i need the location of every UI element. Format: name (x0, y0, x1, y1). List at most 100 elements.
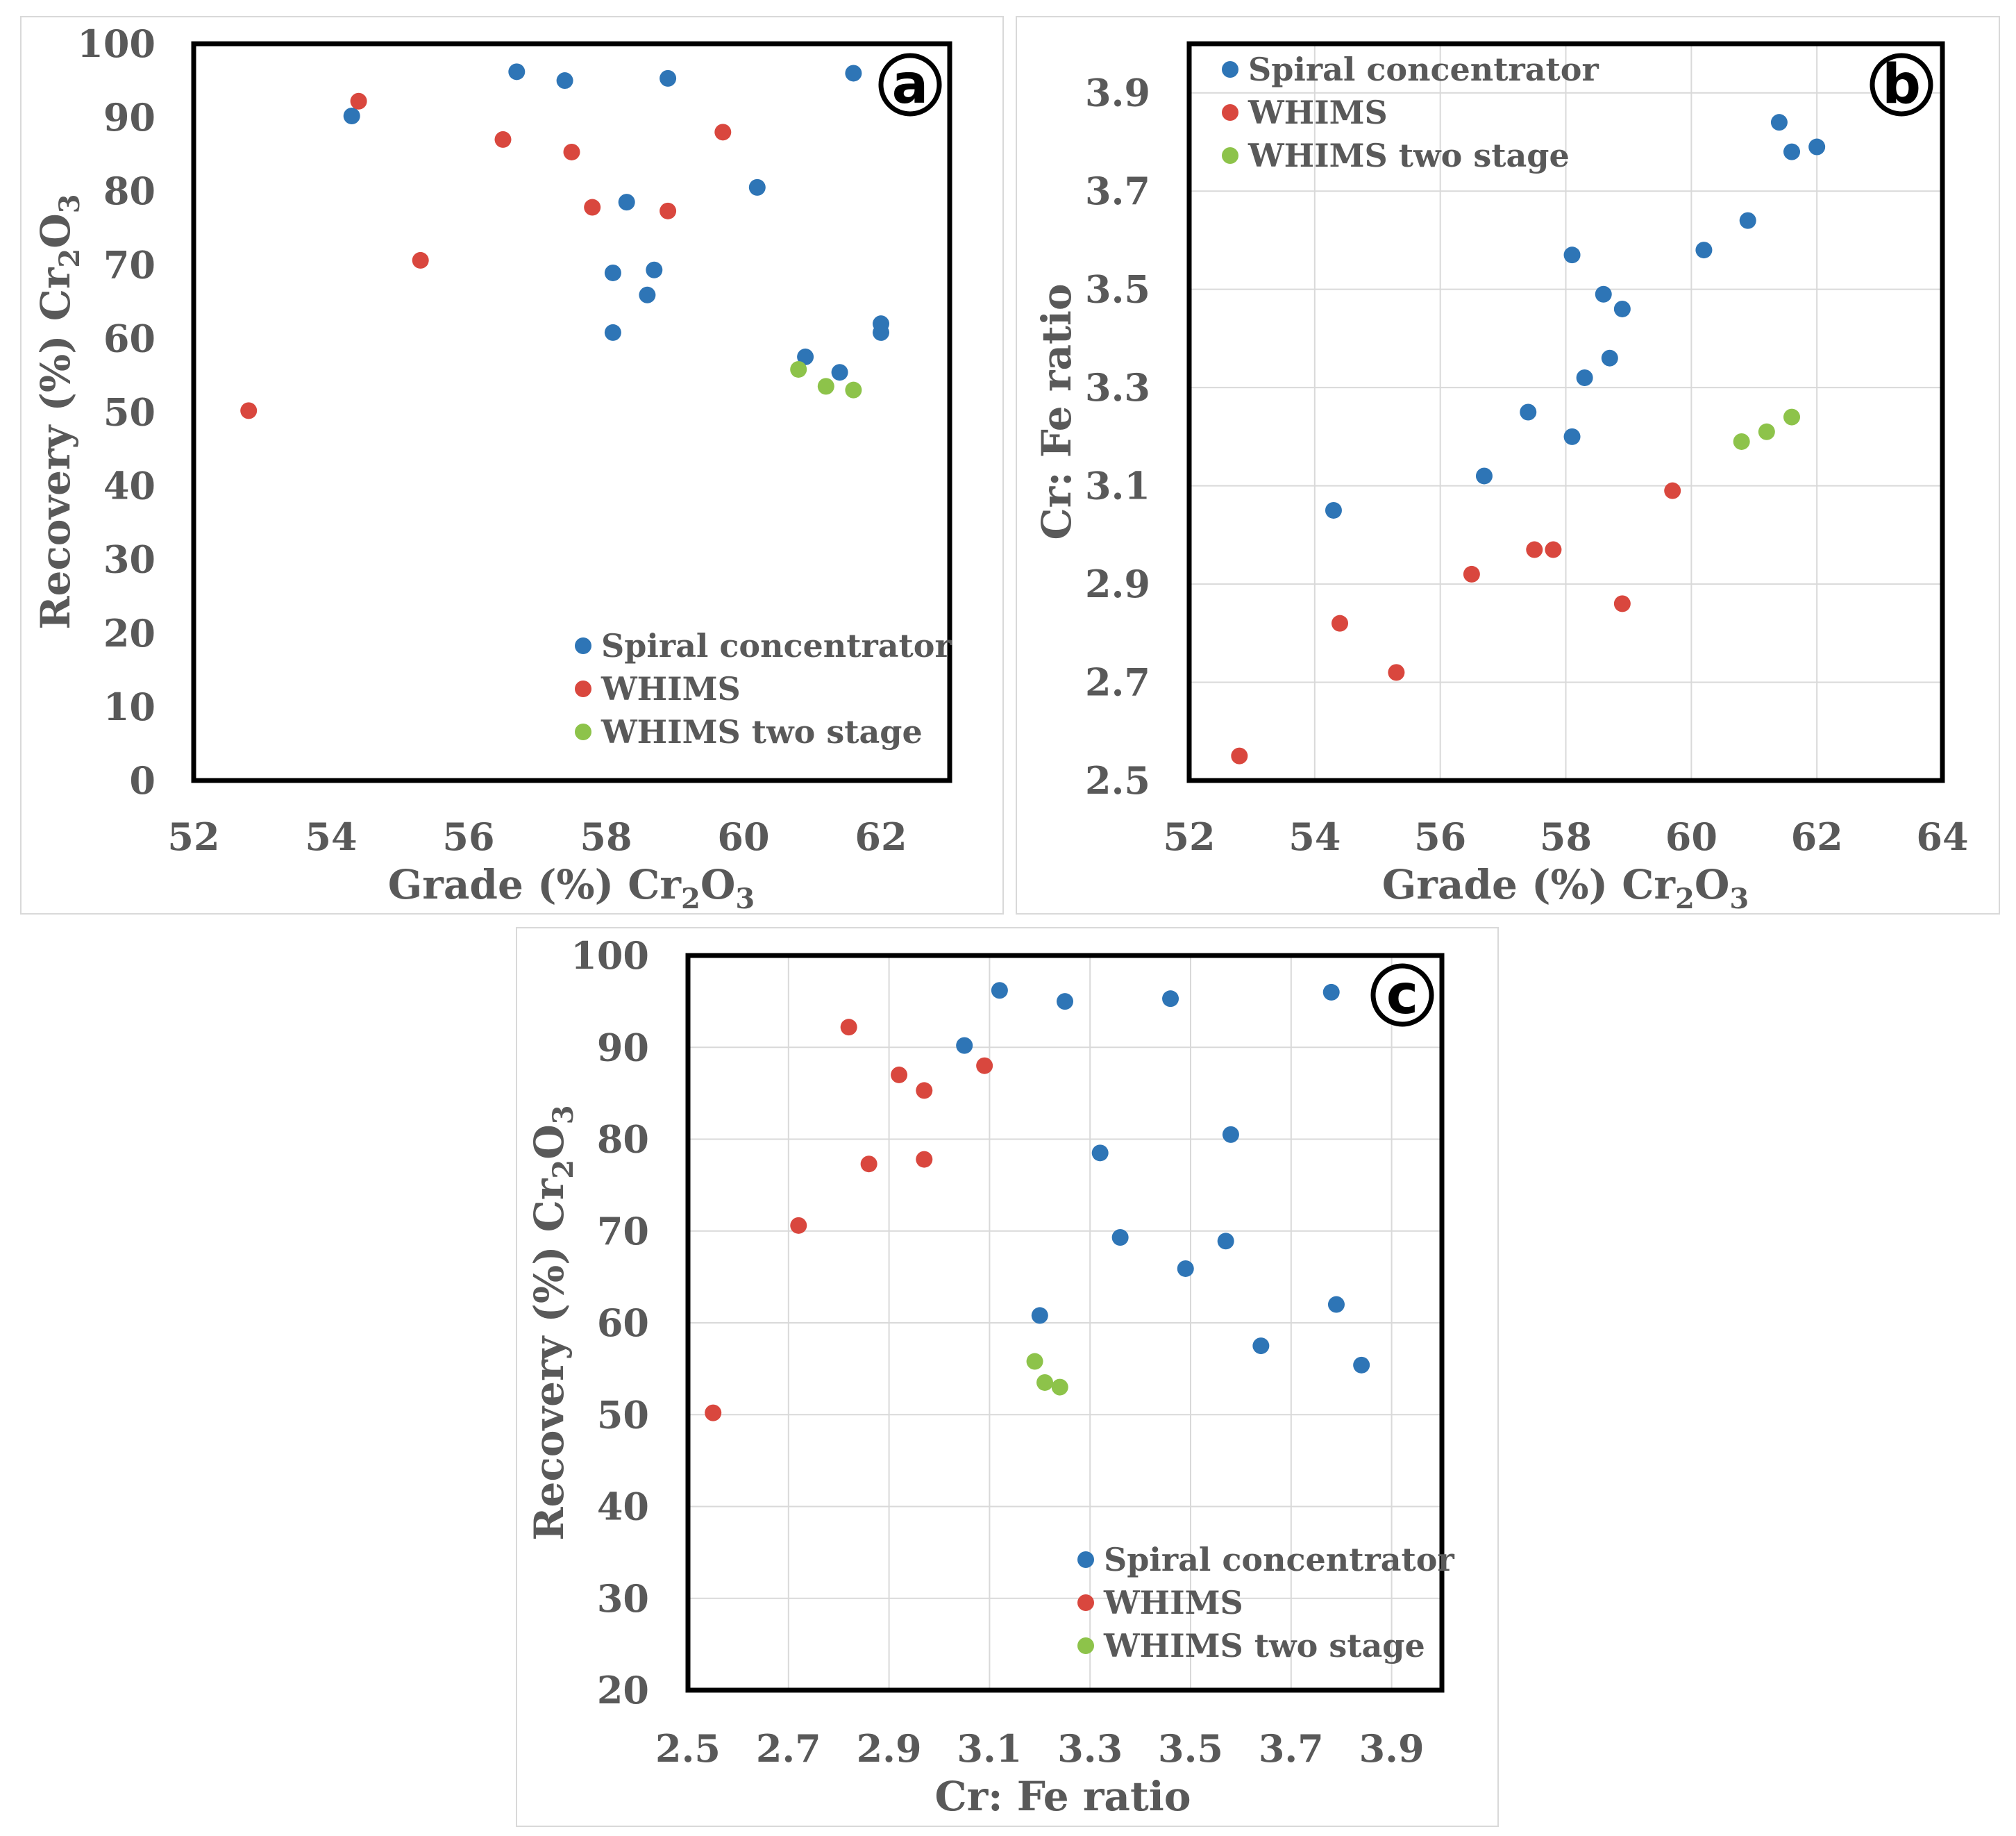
data-point-whims (1545, 541, 1562, 558)
panel-c-legend: Spiral concentrator WHIMS WHIMS two stage (1077, 1541, 1454, 1664)
data-point-spiral (1057, 993, 1073, 1010)
y-tick-label: 3.7 (1085, 169, 1150, 213)
panel-b-grid (1189, 44, 1942, 781)
panel-c-points (705, 982, 1370, 1421)
panel-a-xticks: 52 54 56 58 60 62 (167, 815, 907, 859)
y-tick-label: 100 (571, 933, 649, 978)
y-tick-label: 70 (103, 242, 156, 287)
y-tick-label: 3.1 (1085, 464, 1150, 508)
panel-a-legend: Spiral concentrator WHIMS WHIMS two stage (575, 627, 952, 751)
data-point-spiral (1162, 990, 1179, 1008)
data-point-whims-two-stage (1783, 408, 1800, 426)
legend-label: WHIMS two stage (1248, 137, 1570, 174)
data-point-spiral (604, 264, 621, 281)
x-tick-label: 58 (580, 815, 632, 859)
data-point-whims-two-stage (1051, 1378, 1068, 1396)
data-point-whims-two-stage (1026, 1353, 1043, 1370)
y-tick-label: 50 (103, 390, 156, 435)
x-tick-label: 62 (1791, 815, 1843, 859)
x-tick-label: 56 (442, 815, 494, 859)
data-point-whims (916, 1082, 933, 1099)
data-point-spiral (508, 63, 526, 81)
data-point-whims (714, 124, 732, 141)
panel-c-plot-area (685, 953, 1445, 1693)
data-point-spiral (1739, 212, 1756, 229)
data-point-spiral (556, 72, 573, 90)
y-tick-label: 80 (597, 1117, 649, 1162)
x-tick-label: 2.5 (655, 1726, 721, 1771)
data-point-spiral (1595, 285, 1612, 303)
data-point-whims (860, 1155, 877, 1173)
legend-label: WHIMS two stage (600, 713, 923, 751)
y-tick-label: 40 (597, 1485, 649, 1529)
x-tick-label: 56 (1414, 815, 1466, 859)
data-point-whims (494, 131, 512, 148)
y-tick-label: 3.5 (1085, 267, 1150, 312)
legend-label: WHIMS (1248, 94, 1388, 131)
data-point-whims-two-stage (845, 381, 862, 399)
panel-b-frame (1016, 16, 2000, 915)
data-point-spiral (1031, 1307, 1048, 1324)
y-tick-label: 30 (103, 537, 156, 582)
x-tick-label: 54 (1288, 815, 1341, 859)
y-tick-label: 80 (103, 169, 156, 213)
legend-marker (1222, 104, 1238, 121)
legend-label: WHIMS two stage (1103, 1627, 1425, 1664)
y-tick-label: 90 (597, 1025, 649, 1069)
y-tick-label: 60 (103, 316, 156, 360)
panel-a-x-axis-title: Grade (%) Cr2O3 (388, 861, 755, 915)
panel-c-letter: c (1386, 964, 1418, 1026)
panel-c-xticks: 2.5 2.7 2.9 3.1 3.3 3.5 3.7 3.9 (655, 1726, 1425, 1771)
data-point-spiral (1475, 467, 1493, 485)
panel-c-x-axis-title: Cr: Fe ratio (934, 1773, 1191, 1820)
panel-a-plot-area (191, 41, 952, 783)
legend-marker (575, 681, 591, 697)
y-tick-label: 70 (597, 1209, 649, 1253)
data-point-whims (563, 143, 580, 160)
data-point-whims (350, 92, 367, 110)
y-tick-label: 40 (103, 464, 156, 508)
data-point-spiral (748, 178, 766, 196)
legend-label: Spiral concentrator (1248, 51, 1599, 88)
data-point-whims (660, 202, 677, 219)
data-point-whims-two-stage (1758, 423, 1775, 440)
y-tick-label: 2.7 (1085, 660, 1150, 705)
data-point-spiral (845, 65, 862, 82)
data-point-spiral (1770, 114, 1788, 131)
panel-b-plot-area (1186, 41, 1945, 783)
y-tick-label: 30 (597, 1576, 649, 1621)
x-tick-label: 3.7 (1259, 1726, 1324, 1771)
panel-c-frame (516, 927, 1499, 1827)
panel-c-grid (688, 955, 1442, 1690)
panel-a-yticks: 0 10 20 30 40 50 60 70 80 90 100 (77, 22, 156, 803)
y-tick-label: 2.5 (1085, 758, 1150, 803)
y-tick-label: 3.3 (1085, 365, 1150, 410)
x-tick-label: 3.5 (1158, 1726, 1223, 1771)
y-tick-label: 20 (103, 611, 156, 656)
data-point-whims (1526, 541, 1543, 558)
data-point-spiral (343, 107, 360, 124)
legend-marker (575, 637, 591, 654)
x-tick-label: 60 (717, 815, 769, 859)
data-point-spiral (1520, 403, 1537, 421)
data-point-spiral (660, 69, 677, 87)
data-point-spiral (646, 261, 663, 278)
legend-label: WHIMS (600, 670, 741, 708)
panel-a-badge (878, 53, 942, 117)
data-point-spiral (1111, 1229, 1129, 1246)
data-point-whims-two-stage (817, 378, 834, 395)
panel-b-legend: Spiral concentrator WHIMS WHIMS two stage (1222, 51, 1599, 174)
data-point-whims-two-stage (790, 360, 807, 378)
y-tick-label: 50 (597, 1392, 649, 1437)
panel-a-points (240, 63, 889, 419)
legend-marker (1077, 1551, 1094, 1568)
panel-c-badge (1370, 963, 1434, 1027)
legend-marker (1077, 1637, 1094, 1654)
x-tick-label: 52 (167, 815, 219, 859)
y-tick-label: 10 (103, 685, 156, 729)
panel-a-frame (20, 16, 1004, 915)
x-tick-label: 52 (1163, 815, 1215, 859)
x-tick-label: 2.9 (857, 1726, 922, 1771)
x-tick-label: 62 (855, 815, 907, 859)
